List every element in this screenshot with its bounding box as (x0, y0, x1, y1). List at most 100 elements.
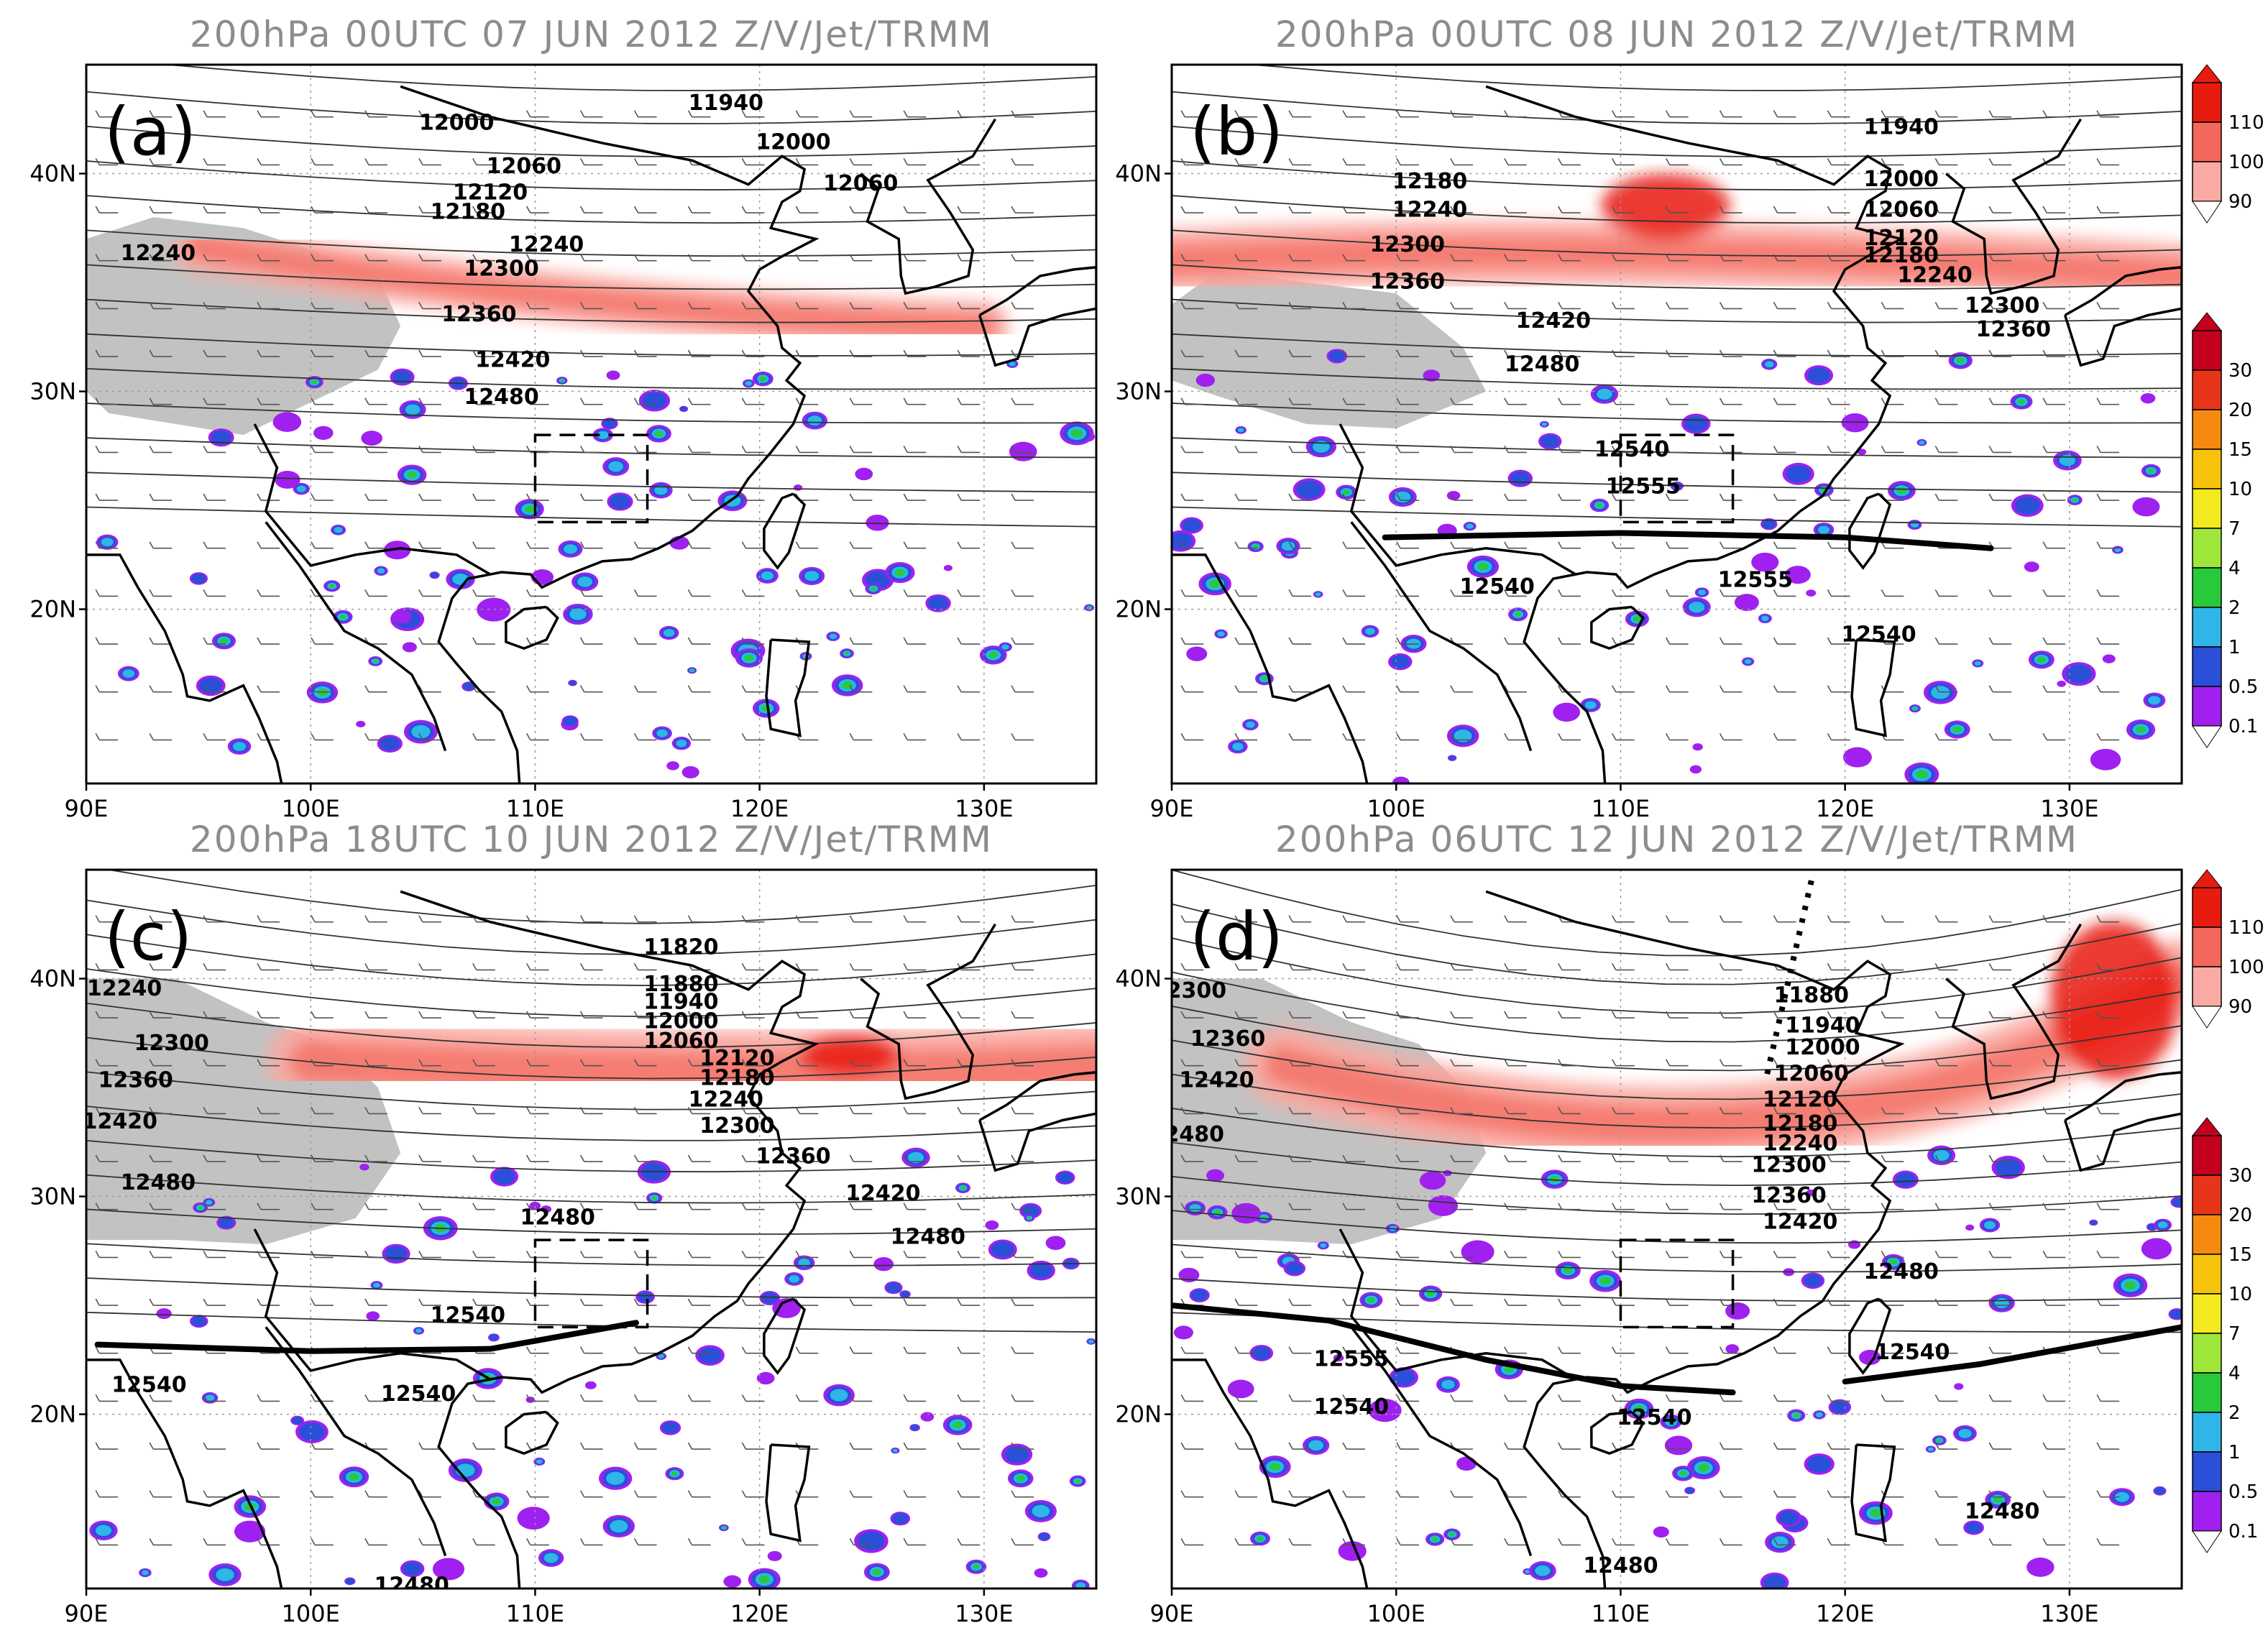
contour-label: 11880 (1774, 983, 1849, 1008)
colorbar-label: 1 (2228, 1442, 2241, 1463)
colorbar-swatch (2192, 966, 2222, 1007)
y-tick-label: 40N (1115, 965, 1162, 993)
colorbar-label: 4 (2228, 1363, 2241, 1384)
contour-label: 11940 (1785, 1013, 1860, 1039)
height-contours (1172, 870, 2182, 1333)
y-tick-label: 40N (29, 160, 76, 188)
panel-b: 1194012000120601212012180122401230012360… (1115, 14, 2183, 822)
x-tick-label: 120E (1816, 1600, 1874, 1627)
contour-label: 12180 (699, 1065, 774, 1090)
contour-label: 11940 (643, 989, 718, 1014)
panel-label: (a) (104, 93, 196, 170)
colorbar-label: 30 (2228, 1165, 2252, 1187)
contour-label: 12360 (441, 302, 516, 327)
colorbar-label: 10 (2228, 479, 2252, 500)
x-tick-label: 100E (1367, 1600, 1425, 1627)
contour-label: 12480 (1505, 352, 1579, 377)
ridge-line (1842, 1324, 2182, 1385)
colorbar-swatch (2192, 887, 2222, 928)
panel-title: 200hPa 00UTC 08 JUN 2012 Z/V/Jet/TRMM (1275, 14, 2078, 55)
contour-label: 12240 (1763, 1131, 1837, 1156)
map-frame (85, 63, 1098, 785)
panel-title: 200hPa 00UTC 07 JUN 2012 Z/V/Jet/TRMM (190, 14, 993, 55)
coastlines (86, 85, 1096, 783)
colorbar-label: 100 (2228, 957, 2264, 978)
x-tick-label: 110E (1592, 795, 1650, 822)
contour-label: 12300 (134, 1031, 208, 1056)
contour-label: 12540 (1594, 437, 1669, 462)
study-area-box (533, 1238, 649, 1329)
panel-label: (b) (1190, 93, 1283, 170)
colorbar-swatch (2192, 686, 2222, 727)
colorbar-label: 90 (2228, 191, 2252, 213)
contour-label: 12540 (1314, 1394, 1389, 1420)
colorbar-swatch (2192, 567, 2222, 608)
colorbar-label: 2 (2228, 1402, 2241, 1424)
colorbar-label: 15 (2228, 439, 2252, 461)
contour-label: 2480 (1164, 1122, 1224, 1147)
x-tick-label: 110E (1592, 1600, 1650, 1627)
contour-label: 12180 (1864, 243, 1939, 268)
contour-label: 12300 (1751, 1153, 1826, 1178)
wind-barbs (95, 915, 1034, 1546)
contour-label: 11880 (643, 972, 718, 997)
colorbar-swatch (2192, 607, 2222, 648)
colorbar-label: 100 (2228, 152, 2264, 173)
contour-label: 12480 (1864, 1259, 1939, 1284)
height-contours (86, 65, 1096, 528)
colorbar-swatch (2192, 1451, 2222, 1492)
jet-shading (267, 1018, 1096, 1116)
contour-label: 12540 (1460, 574, 1535, 599)
coastlines (1172, 890, 2182, 1588)
grid (1172, 870, 2182, 1588)
colorbar-label: 4 (2228, 558, 2241, 579)
contour-label: 12000 (1864, 167, 1939, 192)
contour-label: 12060 (643, 1029, 718, 1054)
contour-label: 12480 (520, 1205, 594, 1230)
x-tick-label: 90E (1150, 795, 1194, 822)
precip-colorbar: 30 20 15 10 7 4 2 1 0.5 0.1 (2191, 1117, 2258, 1553)
precip-shading (1173, 1145, 2182, 1588)
jet-colorbar: 110 100 90 (2191, 64, 2264, 224)
y-tick-label: 20N (1115, 596, 1162, 623)
colorbar-label: 110 (2228, 917, 2264, 939)
contour-label: 12180 (1763, 1111, 1837, 1136)
contour-label: 12120 (1763, 1088, 1837, 1113)
contour-label: 12240 (1392, 198, 1467, 223)
map-frame (85, 868, 1098, 1590)
colorbar-label: 110 (2228, 112, 2264, 134)
contour-label: 12480 (375, 1573, 449, 1598)
ridge-line (94, 1320, 639, 1354)
x-tick-label: 90E (65, 795, 109, 822)
colorbar-swatch (2192, 330, 2222, 371)
colorbar-swatch (2192, 1214, 2222, 1255)
panel-label: (c) (104, 898, 192, 975)
colorbar-label: 7 (2228, 518, 2241, 540)
contour-label: 12060 (823, 171, 898, 196)
height-contours (1172, 65, 2182, 528)
contour-label: 12540 (1841, 622, 1916, 647)
contour-label: 12555 (1718, 568, 1793, 593)
colorbar-label: 30 (2228, 360, 2252, 382)
contour-label: 12240 (87, 976, 162, 1001)
contour-label: 12360 (756, 1144, 830, 1169)
y-tick-label: 30N (29, 1183, 76, 1210)
contour-label: 12540 (1617, 1405, 1691, 1430)
ridge-line (1382, 530, 1994, 551)
map-frame (1170, 868, 2183, 1590)
colorbar-swatch (2192, 161, 2222, 202)
contour-label: 12000 (419, 110, 494, 135)
colorbar-label: 0.1 (2228, 1521, 2258, 1542)
x-tick-label: 110E (506, 795, 564, 822)
contour-label: 12555 (1605, 474, 1680, 499)
colorbar-label: 10 (2228, 1284, 2252, 1305)
contour-label: 12060 (1864, 198, 1939, 223)
contour-label: 12360 (1751, 1183, 1826, 1208)
colorbar-swatch (2192, 488, 2222, 529)
colorbar-label: 0.5 (2228, 1481, 2258, 1503)
map-frame (1170, 63, 2183, 785)
x-tick-label: 90E (65, 1600, 109, 1627)
contour-label: 12420 (1516, 308, 1591, 334)
contour-label: 11940 (689, 91, 763, 116)
colorbar-swatch (2192, 528, 2222, 569)
